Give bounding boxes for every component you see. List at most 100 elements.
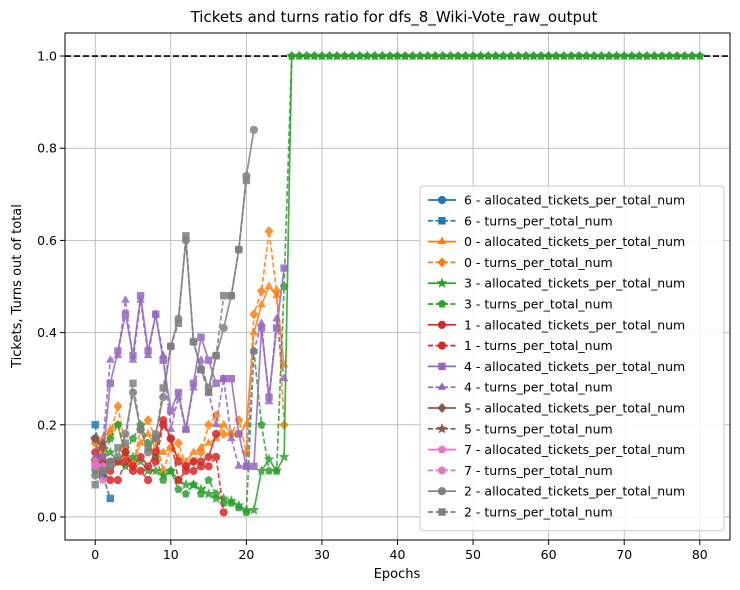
legend-label: 5 - turns_per_total_num — [464, 421, 613, 436]
data-point — [159, 393, 168, 402]
legend-entry: 1 - turns_per_total_num — [428, 338, 613, 353]
data-point — [536, 51, 546, 60]
legend-label: 6 - allocated_tickets_per_total_num — [464, 193, 685, 208]
data-point — [627, 51, 636, 60]
data-point — [567, 51, 576, 60]
data-point — [476, 51, 485, 60]
legend-entry: 1 - allocated_tickets_per_total_num — [428, 317, 685, 332]
legend-marker — [437, 445, 447, 454]
legend-marker — [438, 466, 446, 475]
legend-label: 6 - turns_per_total_num — [464, 213, 613, 228]
data-point — [143, 428, 153, 437]
data-point — [106, 434, 115, 443]
data-point — [280, 264, 288, 272]
data-point — [166, 424, 176, 432]
legend-label: 3 - turns_per_total_num — [464, 297, 613, 312]
data-point — [136, 452, 145, 462]
data-point — [113, 401, 123, 412]
legend-marker — [437, 487, 447, 496]
data-point — [317, 51, 327, 60]
data-point — [332, 51, 342, 60]
data-point — [680, 51, 689, 60]
data-point — [657, 51, 667, 60]
data-point — [128, 355, 138, 363]
data-point — [250, 462, 258, 470]
data-point — [264, 466, 274, 475]
legend-marker — [437, 382, 447, 390]
series-group — [89, 50, 706, 517]
legend-label: 2 - turns_per_total_num — [464, 505, 613, 520]
legend-label: 1 - turns_per_total_num — [464, 338, 613, 353]
legend-label: 4 - turns_per_total_num — [464, 380, 613, 395]
data-point — [672, 51, 682, 60]
data-point — [484, 51, 493, 60]
data-point — [589, 51, 599, 60]
data-point — [453, 51, 463, 60]
data-point — [416, 51, 425, 60]
data-point — [212, 429, 221, 439]
data-point — [212, 351, 220, 360]
x-tick-label: 0 — [91, 547, 99, 562]
data-point — [91, 471, 100, 480]
data-point — [197, 333, 205, 341]
legend-entry: 5 - turns_per_total_num — [428, 421, 613, 436]
data-point — [521, 51, 531, 60]
data-point — [219, 419, 229, 428]
data-point — [256, 286, 267, 297]
legend-marker — [437, 402, 447, 414]
data-point — [89, 433, 101, 444]
data-point — [408, 51, 417, 60]
y-tick-label: 0.0 — [37, 509, 57, 524]
data-point — [249, 309, 259, 320]
data-point — [227, 292, 236, 300]
data-point — [173, 438, 184, 449]
data-point — [189, 382, 198, 391]
data-point — [144, 444, 152, 452]
data-point — [129, 379, 137, 387]
data-point — [121, 457, 130, 466]
data-point — [159, 384, 167, 392]
data-point — [151, 309, 161, 317]
data-point — [688, 51, 697, 60]
data-point — [219, 292, 228, 300]
legend-marker — [437, 320, 447, 329]
data-point — [203, 419, 214, 430]
data-point — [211, 489, 221, 498]
data-point — [143, 415, 153, 426]
legend-entry: 3 - allocated_tickets_per_total_num — [428, 276, 685, 291]
data-point — [204, 462, 213, 471]
data-point — [181, 489, 191, 498]
legend-entry: 0 - allocated_tickets_per_total_num — [428, 234, 685, 249]
legend-marker — [437, 299, 447, 308]
data-point — [204, 356, 213, 364]
legend-label: 4 - allocated_tickets_per_total_num — [464, 359, 685, 374]
data-point — [196, 462, 206, 471]
legend-entry: 2 - turns_per_total_num — [428, 505, 613, 520]
data-point — [121, 429, 130, 439]
data-point — [128, 466, 138, 475]
data-point — [128, 434, 138, 443]
legend-entry: 4 - turns_per_total_num — [428, 380, 613, 395]
legend-marker — [438, 508, 446, 516]
data-point — [121, 439, 130, 447]
data-point — [127, 451, 139, 462]
data-point — [310, 51, 319, 60]
data-point — [143, 350, 153, 359]
data-point — [151, 457, 160, 466]
data-point — [106, 379, 115, 387]
data-point — [189, 466, 198, 475]
data-point — [235, 430, 243, 438]
data-point — [204, 452, 213, 462]
y-tick-label: 0.6 — [37, 233, 57, 248]
data-point — [106, 476, 115, 485]
data-point — [136, 438, 145, 446]
data-point — [248, 504, 260, 515]
legend-marker — [437, 195, 447, 205]
legend-entry: 7 - allocated_tickets_per_total_num — [428, 442, 685, 457]
data-point — [461, 51, 470, 60]
data-point — [105, 355, 115, 363]
x-axis: 0 10 20 30 40 50 60 70 80 — [91, 540, 708, 562]
data-point — [340, 51, 349, 60]
data-point — [257, 420, 266, 429]
data-point — [219, 323, 228, 333]
